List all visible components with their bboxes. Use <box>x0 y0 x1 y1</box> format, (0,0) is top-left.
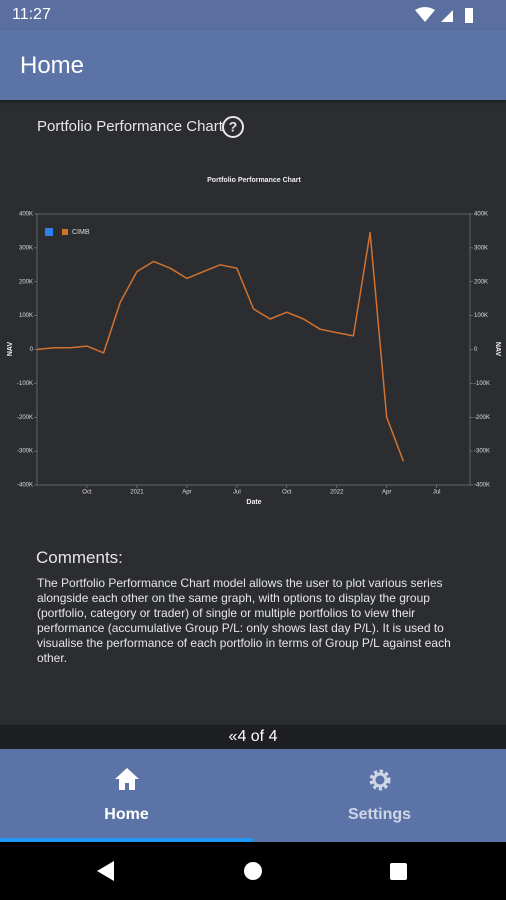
y-tick-label: -100K <box>17 381 33 387</box>
y2-tick-label: 400K <box>474 212 488 218</box>
pager-icon[interactable]: « <box>228 728 238 745</box>
nav-home[interactable]: Home <box>104 806 149 823</box>
y2-tick-label: 300K <box>474 245 488 251</box>
y-tick-label: 200K <box>19 279 33 285</box>
y2-tick-label: -200K <box>474 415 490 421</box>
legend-label: CIMB <box>72 229 90 236</box>
app-bar <box>0 30 506 100</box>
nav-indicator <box>0 838 253 842</box>
chart-title: Portfolio Performance Chart <box>207 177 301 184</box>
y2-tick-label: 100K <box>474 313 488 319</box>
y2-tick-label: -100K <box>474 381 490 387</box>
y2-tick-label: -400K <box>474 483 490 489</box>
legend-checkbox[interactable] <box>45 228 53 236</box>
app-title: Home <box>20 52 85 79</box>
status-time: 11:27 <box>12 6 51 23</box>
y-tick-label: -200K <box>17 415 33 421</box>
status-bar: 11:27 <box>0 0 506 30</box>
y-tick-label: 0 <box>30 347 34 353</box>
x-tick-label: Oct <box>82 490 92 496</box>
svg-text:?: ? <box>229 119 238 135</box>
y2-tick-label: -300K <box>474 449 490 455</box>
x-tick-label: Jul <box>433 490 441 496</box>
y-tick-label: 400K <box>19 212 33 218</box>
comments-heading: Comments: <box>36 548 123 567</box>
x-tick-label: Apr <box>382 490 391 496</box>
y-tick-label: -400K <box>17 483 33 489</box>
pager: «4 of 4 <box>0 725 506 749</box>
y2-tick-label: 0 <box>474 347 478 353</box>
y-tick-label: 300K <box>19 245 33 251</box>
bottom-nav <box>0 749 506 842</box>
card-title: Portfolio Performance Chart <box>37 118 223 135</box>
y2-tick-label: 200K <box>474 279 488 285</box>
x-tick-label: 2022 <box>330 490 344 496</box>
y-tick-label: -300K <box>17 449 33 455</box>
pager-label: 4 of 4 <box>237 728 278 745</box>
x-tick-label: Oct <box>282 490 292 496</box>
system-nav <box>0 842 506 900</box>
status-icons <box>415 7 473 23</box>
x-axis-label: Date <box>246 499 261 506</box>
y2-axis-label: NAV <box>494 342 501 357</box>
x-tick-label: Apr <box>182 490 191 496</box>
y-tick-label: 100K <box>19 313 33 319</box>
plot-frame <box>36 213 471 486</box>
x-tick-label: 2021 <box>130 490 144 496</box>
series-line <box>36 231 405 462</box>
nav-settings[interactable]: Settings <box>347 806 412 823</box>
settings-icon[interactable] <box>367 767 393 793</box>
y-axis-label: NAV <box>7 342 14 357</box>
help-icon[interactable]: ? <box>221 115 245 139</box>
x-tick-label: Jul <box>233 490 241 496</box>
system-nav-icons <box>97 861 407 881</box>
home-icon[interactable] <box>114 767 140 791</box>
legend-swatch <box>62 229 68 235</box>
comments-body: The Portfolio Performance Chart model al… <box>37 576 451 665</box>
